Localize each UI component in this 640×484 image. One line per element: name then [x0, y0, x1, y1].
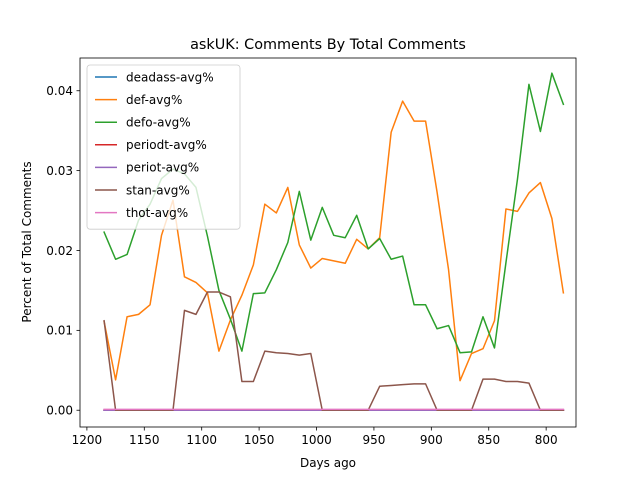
y-tick-label: 0.01: [46, 324, 73, 338]
y-tick-label: 0.03: [46, 164, 73, 178]
series-line-5: [103, 291, 565, 411]
y-tick-label: 0.02: [46, 244, 73, 258]
x-axis-label: Days ago: [300, 456, 356, 470]
legend-box: [86, 64, 241, 230]
legend-label: defo-avg%: [126, 116, 191, 130]
legend-label: deadass-avg%: [126, 70, 214, 84]
x-tick-label: 950: [362, 433, 385, 447]
legend-label: periodt-avg%: [126, 138, 207, 152]
chart-title: askUK: Comments By Total Comments: [190, 37, 466, 53]
y-axis-label: Percent of Total Comments: [20, 161, 34, 322]
x-tick-label: 900: [420, 433, 443, 447]
x-tick-label: 1000: [301, 433, 332, 447]
x-tick-label: 1150: [129, 433, 160, 447]
y-tick-label: 0.04: [46, 84, 73, 98]
legend: deadass-avg% def-avg% defo-avg% periodt-avg…: [86, 64, 241, 230]
x-tick-label: 800: [535, 433, 558, 447]
y-tick-label: 0.00: [46, 404, 73, 418]
legend-label: thot-avg%: [126, 206, 188, 220]
axes-layer: 1200 1150 1100 1050 1000 950 900 850 800 0.00 0.01…: [46, 57, 577, 447]
series-line-1: [103, 100, 565, 382]
legend-label: periot-avg%: [126, 161, 199, 175]
legend-label: def-avg%: [126, 93, 182, 107]
x-tick-label: 850: [477, 433, 500, 447]
x-tick-label: 1050: [244, 433, 275, 447]
plot-frame: [79, 57, 577, 428]
x-tick-label: 1200: [72, 433, 103, 447]
x-tick-label: 1100: [186, 433, 217, 447]
legend-label: stan-avg%: [126, 183, 190, 197]
